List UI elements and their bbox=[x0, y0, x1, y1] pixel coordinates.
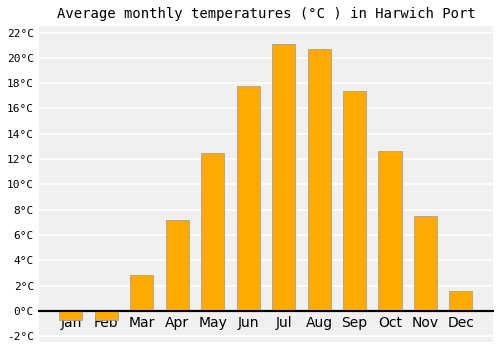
Bar bbox=[272, 44, 295, 311]
Bar bbox=[378, 152, 402, 311]
Title: Average monthly temperatures (°C ) in Harwich Port: Average monthly temperatures (°C ) in Ha… bbox=[56, 7, 476, 21]
Bar bbox=[130, 275, 154, 311]
Bar bbox=[236, 86, 260, 311]
Bar bbox=[60, 311, 82, 320]
Bar bbox=[414, 216, 437, 311]
Bar bbox=[166, 220, 189, 311]
Bar bbox=[308, 49, 330, 311]
Bar bbox=[450, 290, 472, 311]
Bar bbox=[95, 311, 118, 320]
Bar bbox=[201, 153, 224, 311]
Bar bbox=[343, 91, 366, 311]
